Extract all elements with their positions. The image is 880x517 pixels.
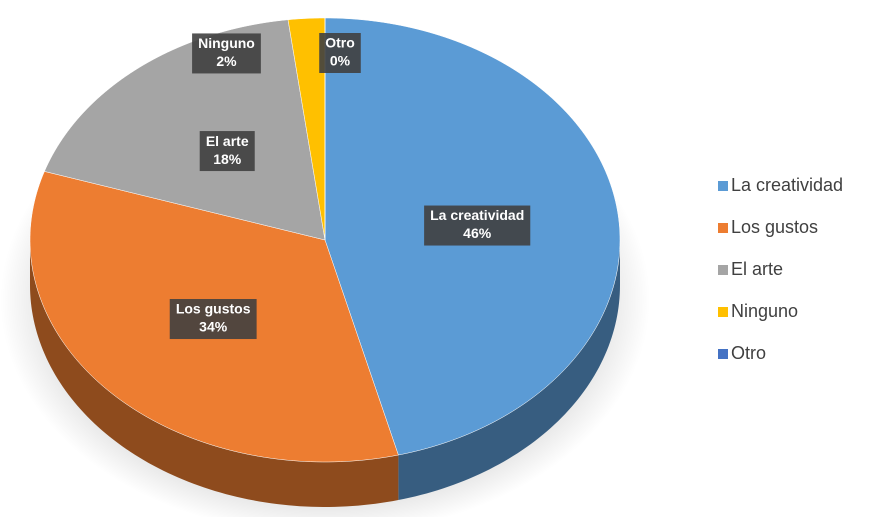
data-label-name: Otro <box>325 35 355 51</box>
legend-label: Otro <box>731 343 766 363</box>
data-label-name: La creatividad <box>430 207 524 223</box>
data-label-value: 46% <box>463 225 492 241</box>
data-label-value: 2% <box>216 53 237 69</box>
data-label-box <box>319 33 361 73</box>
data-label: El arte 18% <box>199 131 255 172</box>
pie-side <box>398 240 620 501</box>
data-label-box <box>192 33 261 74</box>
data-label-box <box>199 131 255 172</box>
data-label-value: 0% <box>330 53 351 69</box>
data-label: Ninguno 2% <box>192 33 261 74</box>
data-label: Otro 0% <box>319 33 361 73</box>
legend-swatch <box>718 181 728 191</box>
data-label: La creatividad 46% <box>424 205 531 246</box>
data-label-name: Ninguno <box>198 35 255 51</box>
pie-side <box>30 240 399 507</box>
pie-slice <box>44 19 326 241</box>
data-label-box <box>169 299 257 340</box>
pie-slice <box>287 17 326 241</box>
legend-swatch <box>718 307 728 317</box>
legend-label: Ninguno <box>731 301 798 321</box>
data-label-name: Los gustos <box>176 301 251 317</box>
legend-swatch <box>718 349 728 359</box>
legend-label: Los gustos <box>731 217 818 237</box>
legend-label: El arte <box>731 259 783 279</box>
data-label-value: 34% <box>199 319 228 335</box>
data-label-box <box>424 205 531 246</box>
legend-swatch <box>718 265 728 275</box>
data-label-name: El arte <box>206 133 249 149</box>
legend-label: La creatividad <box>731 175 843 195</box>
data-label-value: 18% <box>213 151 242 167</box>
legend-swatch <box>718 223 728 233</box>
data-label: Los gustos 34% <box>169 299 257 340</box>
